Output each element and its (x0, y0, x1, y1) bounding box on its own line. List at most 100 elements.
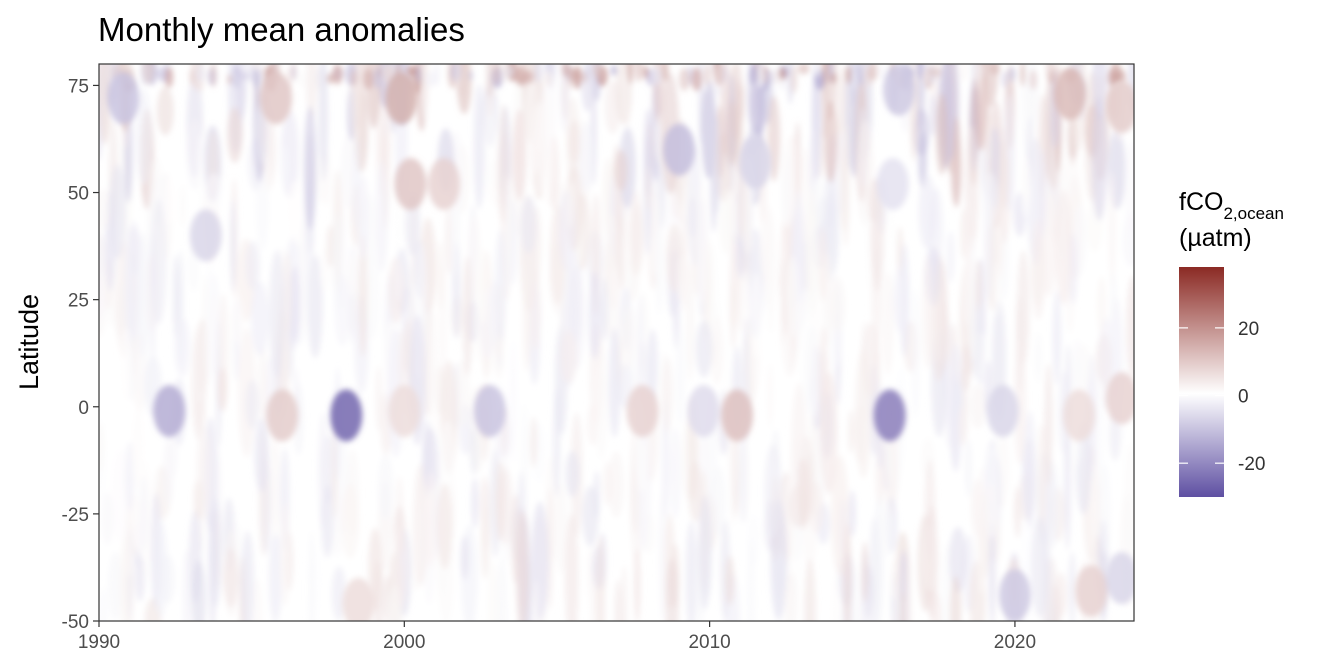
heatmap-noise (217, 367, 228, 411)
heatmap-edge (797, 64, 810, 75)
y-tick-label: -50 (62, 612, 89, 633)
heatmap-noise (1000, 139, 1009, 210)
heatmap-noise (226, 107, 243, 164)
heatmap-noise (196, 134, 206, 233)
heatmap-edge (911, 64, 917, 82)
heatmap-noise (831, 455, 849, 576)
heatmap-noise (524, 71, 542, 177)
heatmap-noise (969, 383, 987, 429)
heatmap-noise (911, 288, 920, 419)
heatmap-edge (975, 64, 982, 90)
heatmap-noise (1099, 463, 1111, 556)
heatmap-noise (99, 587, 107, 621)
heatmap-noise (746, 538, 756, 621)
heatmap-feature (260, 72, 293, 125)
cbar-tick-label: -20 (1238, 454, 1265, 475)
heatmap-noise (208, 497, 223, 608)
heatmap-noise (293, 383, 304, 456)
heatmap-feature (153, 385, 186, 438)
heatmap-edge (643, 65, 649, 80)
heatmap-noise (957, 405, 968, 447)
heatmap-noise (565, 450, 580, 497)
heatmap-noise (738, 424, 748, 524)
heatmap-feature (388, 385, 421, 438)
heatmap-noise (487, 560, 498, 621)
heatmap-feature (876, 157, 909, 210)
heatmap-noise (710, 466, 726, 537)
heatmap-noise (621, 306, 635, 371)
heatmap-noise (279, 502, 291, 607)
heatmap-noise (245, 240, 261, 291)
heatmap-noise (150, 199, 167, 325)
heatmap-noise (988, 518, 996, 621)
heatmap-noise (975, 466, 988, 595)
heatmap-edge (567, 66, 577, 89)
heatmap-noise (686, 197, 698, 238)
heatmap-noise (918, 174, 937, 250)
heatmap-feature (626, 385, 659, 438)
heatmap-noise (101, 492, 114, 546)
heatmap-noise (429, 310, 442, 434)
heatmap-feature (1053, 67, 1086, 120)
heatmap-noise (992, 262, 1002, 317)
heatmap-noise (928, 94, 938, 137)
heatmap-noise (934, 259, 948, 366)
heatmap-feature (428, 157, 460, 210)
heatmap-feature (394, 157, 427, 210)
heatmap-noise (1063, 420, 1072, 551)
heatmap-noise (99, 64, 112, 145)
heatmap-noise (879, 501, 894, 558)
heatmap-feature (998, 569, 1031, 621)
heatmap-noise (566, 183, 574, 229)
heatmap-noise (796, 288, 815, 394)
heatmap-noise (111, 448, 130, 542)
heatmap-edge (922, 69, 931, 85)
heatmap-noise (1016, 250, 1030, 366)
heatmap-noise (729, 233, 738, 350)
heatmap-noise (119, 327, 133, 402)
heatmap-noise (647, 329, 658, 402)
heatmap-noise (315, 537, 323, 621)
legend-unit: (µatm) (1179, 224, 1252, 252)
heatmap-noise (558, 64, 571, 133)
heatmap-noise (894, 542, 901, 621)
heatmap-noise (375, 365, 382, 432)
heatmap-noise (172, 255, 180, 340)
heatmap-noise (1055, 572, 1067, 618)
heatmap-noise (530, 416, 538, 468)
heatmap-noise (191, 560, 206, 621)
heatmap-edge (830, 72, 838, 84)
heatmap-feature (342, 577, 375, 621)
heatmap-noise (303, 106, 317, 231)
heatmap-edge (252, 68, 261, 90)
heatmap-edge (917, 64, 923, 80)
cbar-tick-label: 0 (1238, 387, 1249, 408)
heatmap-noise (856, 120, 874, 227)
heatmap-edge (230, 71, 240, 88)
chart-title: Monthly mean anomalies (98, 11, 465, 48)
heatmap-noise (968, 235, 978, 360)
heatmap-noise (1126, 275, 1134, 379)
heatmap-noise (124, 502, 133, 579)
heatmap-noise (951, 116, 962, 208)
heatmap-noise (520, 196, 537, 254)
heatmap-noise (964, 439, 973, 498)
heatmap-noise (949, 575, 962, 621)
y-tick-label: 25 (68, 291, 89, 312)
heatmap-feature (1105, 552, 1134, 605)
heatmap-noise (437, 483, 453, 570)
heatmap-edge (192, 64, 197, 90)
heatmap-noise (686, 261, 694, 382)
heatmap-noise (494, 229, 507, 342)
heatmap-noise (533, 579, 540, 621)
heatmap-noise (268, 532, 283, 621)
heatmap-feature (663, 123, 696, 176)
heatmap-edge (661, 64, 669, 82)
heatmap-noise (1055, 189, 1073, 306)
heatmap-feature (473, 385, 506, 438)
y-tick-label: 0 (78, 398, 89, 419)
heatmap-noise (114, 281, 124, 339)
heatmap-noise (786, 255, 799, 339)
heatmap-noise (326, 225, 335, 268)
